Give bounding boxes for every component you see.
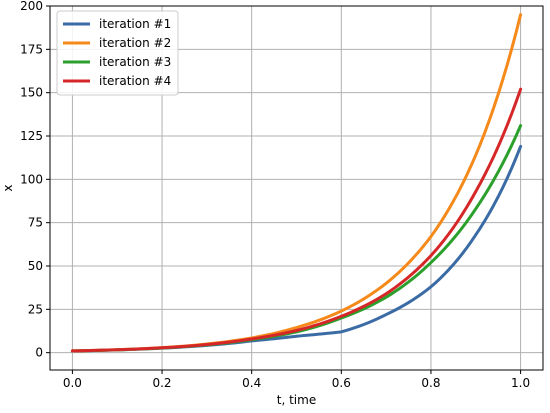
x-axis-label: t, time [277,393,316,407]
x-tick-label: 0.2 [152,376,171,390]
legend-label: iteration #4 [99,74,171,88]
grid [50,5,543,370]
legend-label: iteration #2 [99,36,171,50]
x-tick-label: 0.0 [63,376,82,390]
x-tick-label: 1.0 [511,376,530,390]
y-tick-label: 150 [20,86,43,100]
y-tick-label: 100 [20,172,43,186]
y-tick-label: 125 [20,129,43,143]
x-tick-label: 0.4 [242,376,261,390]
y-tick-label: 0 [35,346,43,360]
y-tick-label: 25 [28,302,43,316]
legend-label: iteration #3 [99,55,171,69]
series-lines [70,13,523,353]
y-tick-label: 50 [28,259,43,273]
series-line-4 [70,87,523,353]
y-tick-label: 200 [20,0,43,13]
y-axis-label: x [1,184,15,191]
axis-ticks: 0.0 0.2 0.4 0.6 0.8 1.0 0 25 50 75 100 125 150 175 200 [20,0,530,390]
series-line-3 [70,124,523,353]
legend: iteration #1 iteration #2 iteration #3 iter… [56,10,179,96]
plot-frame [49,5,544,371]
y-tick-label: 175 [20,42,43,56]
y-tick-label: 75 [28,216,43,230]
legend-box [56,10,179,96]
legend-label: iteration #1 [99,17,171,31]
x-tick-label: 0.8 [421,376,440,390]
series-line-1 [70,144,523,353]
x-tick-label: 0.6 [332,376,351,390]
